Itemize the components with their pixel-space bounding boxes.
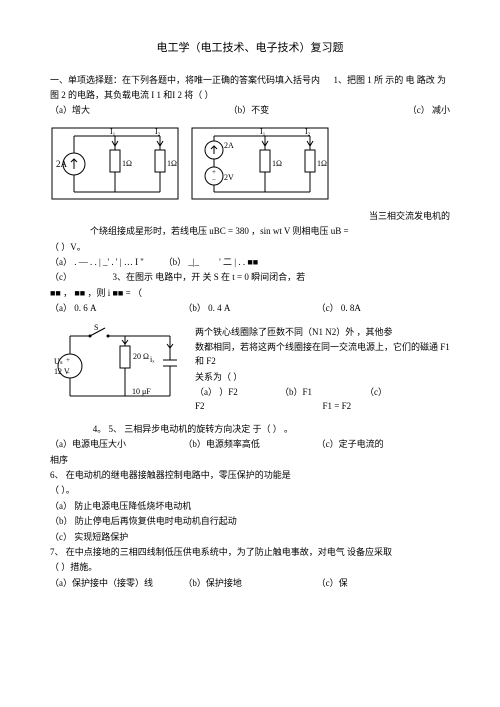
q2-q3-row: （c） 3、在图示 电路中，开 关 S 在 t = 0 瞬间闭合，若	[50, 270, 450, 284]
circuit-row-1: 2A I₁ 1Ω I₂ 1Ω 2A + − 2V I₁	[50, 126, 450, 201]
q5b: （b）电源频率高低	[183, 437, 316, 451]
q7b: （b）保护接地	[183, 576, 316, 590]
q1-opt-a: （a）增大	[50, 103, 90, 117]
c1-i2: I₂	[155, 127, 161, 136]
q7c: （c）保	[317, 576, 450, 590]
c1-r1: 1Ω	[122, 159, 132, 168]
q5-num: 4。	[93, 424, 107, 434]
q7-head: 7、 在中点接地的三相四线制低压供电系统中，为了防止触电事故，对电气 设备应采取	[50, 545, 450, 559]
page-title: 电工学（电工技术、电子技术）复习题	[50, 40, 450, 58]
q4-tail: F2	[195, 399, 323, 413]
q5-row: 4。 5、 三相异步电动机的旋转方向决定 于（ ） 。	[50, 422, 450, 436]
q5c: （c）定子电流的	[317, 437, 450, 451]
q2-l1: 个绕组接成星形时，若线电压 uBC = 380 ，sin wt V 则相电压 u…	[90, 224, 450, 238]
q4-opts2: F2 F1 = F2	[195, 399, 450, 413]
section-intro: 一、单项选择题：在下列各题中，将唯一正确的答案代码填入括号内	[50, 75, 320, 85]
c2-r1: 1Ω	[272, 159, 282, 168]
q4-l3: 关系为（ ）	[195, 370, 450, 384]
q5-tail: 相序	[50, 453, 450, 467]
circuit-row-2: S + − Uₛ 12 V 20 Ω iₓ 10 μF 两个铁心线圈除了匝数不同…	[50, 324, 450, 414]
c2-r2: 1Ω	[317, 159, 327, 168]
q5-head: 5、 三相异步电动机的旋转方向决定 于（ ） 。	[109, 424, 294, 434]
c3-i: iₓ	[150, 355, 155, 364]
c2-src-v: 2V	[224, 173, 234, 182]
circuit-1: 2A I₁ 1Ω I₂ 1Ω	[50, 126, 180, 201]
q2-s3: ' 二 | . . ■■	[219, 255, 258, 269]
c2-i1: I₁	[260, 127, 266, 136]
q3-options: （a） 0. 6 A （b） 0. 4 A （c） 0. 8A	[50, 301, 450, 315]
q3-blanks: ■■ ， ■■ ，则 i ■■ = （	[50, 286, 450, 300]
q6-gap: （ ）。	[50, 483, 450, 497]
q4b: （b）F1	[280, 385, 365, 399]
c3-20: 20 Ω	[133, 352, 149, 361]
q5a: （a）电源电压大小	[50, 437, 183, 451]
q6c: （c） 实现短路保护	[50, 530, 450, 544]
q7a: （a）保护接中（接零）线	[50, 576, 183, 590]
q3b: （b） 0. 4 A	[183, 301, 316, 315]
q1-opt-c: （c） 减小	[408, 103, 450, 117]
q7-opts: （a）保护接中（接零）线 （b）保护接地 （c）保	[50, 576, 450, 590]
q4c: F1 = F2	[323, 399, 451, 413]
c2-i2: I₂	[305, 127, 311, 136]
q6a: （a） 防止电源电压降低烧坏电动机	[50, 499, 450, 513]
circuit-2: 2A + − 2V I₁ 1Ω I₂ 1Ω	[190, 126, 330, 201]
c3-u: Uₛ	[54, 357, 63, 366]
c3-12v: 12 V	[54, 367, 70, 376]
q6b: （b） 防止停电后再恢复供电时电动机自行起动	[50, 514, 450, 528]
q4-text: 两个铁心线圈除了匝数不同（N1 N2）外 ，其他参 数都相同，若将这两个线圈接在…	[195, 324, 450, 414]
c1-i1: I₁	[110, 127, 116, 136]
q3a: （a） 0. 6 A	[50, 301, 183, 315]
q3c: （c） 0. 8A	[317, 301, 450, 315]
q1-l2a: 图 2 的电路，其负载电流 I 1 和I 2 将（	[50, 90, 202, 100]
svg-text:−: −	[212, 176, 216, 184]
q2-s2: （b） _|_	[164, 255, 200, 269]
c3-s: S	[94, 324, 98, 332]
q7-gap: （ ）措施。	[50, 560, 450, 574]
c1-r2: 1Ω	[167, 159, 177, 168]
q4-l1: 两个铁心线圈除了匝数不同（N1 N2）外 ，其他参	[195, 325, 450, 339]
q4-l2: 数都相同，若将这两个线圈接在同一交流电源上，它们的磁通 F1 和 F2	[195, 340, 450, 369]
q2-right: 当三相交流发电机的	[50, 209, 450, 223]
q4c-lead: （c）	[365, 385, 450, 399]
svg-text:+: +	[66, 356, 70, 364]
q2-s1: （a） . — . . | _' . ' | … I ''	[50, 255, 144, 269]
q1-row: 一、单项选择题：在下列各题中，将唯一正确的答案代码填入括号内 1、把图 1 所 …	[50, 73, 450, 87]
q2c: （c）	[50, 272, 72, 282]
circuit-3: S + − Uₛ 12 V 20 Ω iₓ 10 μF	[50, 324, 185, 409]
c3-10uf: 10 μF	[132, 387, 151, 396]
q1-line2: 图 2 的电路，其负载电流 I 1 和I 2 将（ ）	[50, 88, 450, 102]
q4a: （a） ）F2	[195, 385, 280, 399]
q5-opts: （a）电源电压大小 （b）电源频率高低 （c）定子电流的	[50, 437, 450, 451]
c2-src-i: 2A	[224, 141, 234, 150]
q6-head: 6、 在电动机的继电器接触器控制电路中，零压保护的功能是	[50, 468, 450, 482]
q4-opts1: （a） ）F2 （b）F1 （c）	[195, 385, 450, 399]
q2-scatter: （a） . — . . | _' . ' | … I '' （b） _|_ ' …	[50, 255, 450, 269]
svg-text:+: +	[212, 168, 216, 176]
q1-opt-b: （b）不变	[229, 103, 270, 117]
q1-tail: 1、把图 1 所 示的 电 路改 为	[334, 75, 447, 85]
q1-l2b: ）	[205, 90, 214, 100]
q3-head: 3、在图示 电路中，开 关 S 在 t = 0 瞬间闭合，若	[113, 272, 306, 282]
c1-src-label: 2A	[56, 159, 68, 169]
q2-gap: （ ）V。	[50, 240, 450, 254]
q1-options: （a）增大 （b）不变 （c） 减小	[50, 103, 450, 117]
